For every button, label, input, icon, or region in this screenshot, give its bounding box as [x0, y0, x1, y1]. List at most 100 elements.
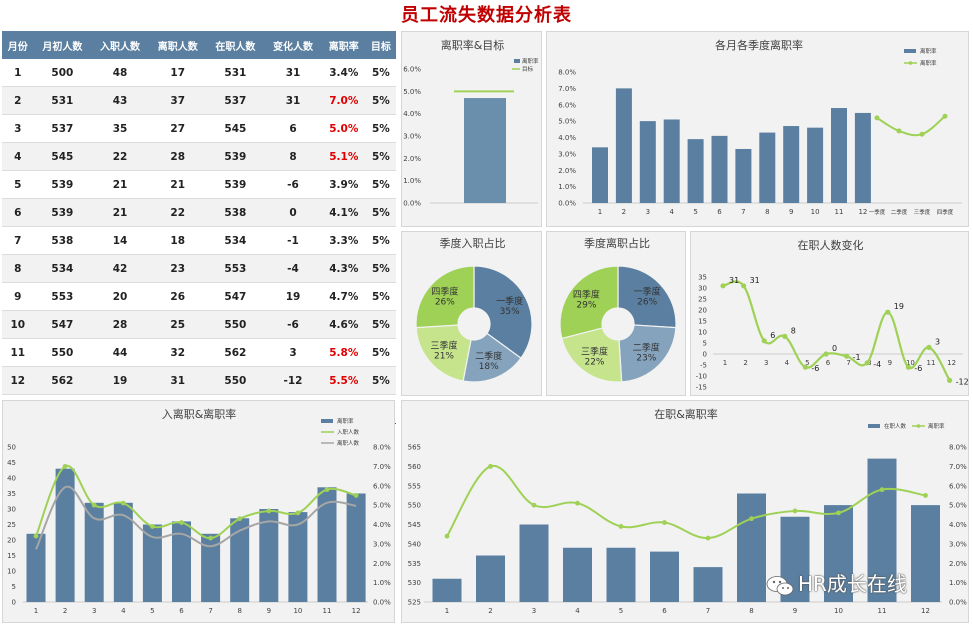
data-point: [295, 510, 301, 516]
y-tick-label: 3.0%: [558, 150, 576, 158]
data-point: [947, 377, 953, 383]
chart-title: 离职率&目标: [441, 38, 505, 52]
y2-tick-label: 7.0%: [373, 463, 391, 471]
slice-label: 三季度: [430, 339, 457, 351]
y-tick-label: 545: [408, 521, 421, 529]
table-cell: 5%: [365, 198, 396, 227]
x-tick-label: 2: [743, 359, 747, 367]
data-label: -6: [811, 364, 819, 373]
bar: [867, 458, 897, 602]
table-cell: 7.0%: [321, 86, 366, 115]
line-leave: [35, 485, 357, 550]
bar: [650, 551, 679, 602]
table-cell: 10: [2, 310, 34, 339]
table-cell: 18: [148, 226, 207, 255]
table-row: 9 553 20 26 547 19 4.7% 5%: [2, 282, 396, 311]
table-cell: 21: [91, 198, 149, 227]
x-tick-label: 6: [826, 359, 831, 367]
data-point: [761, 338, 767, 344]
bar: [783, 126, 800, 203]
quarter-label: 二季度: [891, 208, 908, 216]
table-cell: 12: [2, 366, 34, 395]
bar: [142, 524, 162, 602]
data-point: [353, 493, 359, 498]
bar: [563, 547, 592, 602]
x-tick-label: 5: [693, 208, 697, 216]
bar: [288, 512, 308, 602]
y2-tick-label: 4.0%: [949, 521, 967, 529]
y2-tick-label: 8.0%: [373, 444, 391, 452]
watermark-text: HR成长在线: [798, 572, 907, 596]
table-cell: 3: [264, 338, 322, 367]
legend-swatch: [321, 419, 333, 423]
y2-tick-label: 5.0%: [373, 502, 391, 510]
column-header: 入职人数: [91, 31, 149, 59]
chart-title: 各月各季度离职率: [715, 38, 803, 52]
table-cell: -12: [264, 366, 322, 395]
quarter-point: [942, 113, 948, 119]
chart-monthly-rate: 各月各季度离职率 离职率 离职率 0.0% 1.0% 2.0% 3.0% 4.0% 5.0% 6.…: [546, 31, 969, 227]
data-label: 8: [791, 326, 796, 335]
column-header: 月份: [2, 31, 34, 59]
table-cell: 547: [33, 310, 92, 339]
slice-label: 二季度: [633, 341, 660, 353]
data-point: [844, 353, 850, 359]
legend-label: 在职人数: [884, 422, 907, 430]
x-tick-label: 9: [888, 359, 892, 367]
y-tick-label: 45: [7, 459, 16, 467]
y-tick-label: 530: [408, 579, 421, 587]
bar: [693, 567, 723, 602]
chart-rate-vs-target: 离职率&目标 离职率 目标 0.0% 1.0% 2.0% 3.0% 4.0% 5.0% 6.0%: [401, 31, 542, 227]
y-tick-label: 1.0%: [558, 183, 576, 191]
bar: [737, 493, 766, 602]
y-tick-label: 20: [698, 307, 707, 315]
table-cell: 21: [91, 170, 149, 199]
table-cell: 19: [264, 282, 322, 311]
y-tick-label: 25: [698, 296, 707, 304]
table-cell: 28: [91, 310, 149, 339]
table-cell: 6: [264, 114, 322, 143]
y-tick-label: 50: [7, 444, 16, 452]
bar: [84, 502, 104, 602]
table-cell: 539: [33, 198, 92, 227]
data-point: [531, 502, 537, 508]
x-tick-label: 11: [835, 208, 844, 216]
table-cell: 5%: [365, 170, 396, 199]
x-tick-label: 5: [150, 607, 154, 615]
table-cell: 5%: [365, 366, 396, 395]
table-cell: 534: [206, 226, 265, 255]
table-cell: 8: [2, 254, 34, 283]
x-tick-label: 1: [598, 208, 602, 216]
data-point: [237, 516, 243, 522]
data-point: [923, 493, 928, 498]
data-point: [488, 463, 493, 469]
legend-label: 目标: [522, 65, 534, 73]
y-tick-label: 525: [408, 599, 421, 607]
table-cell: 550: [33, 338, 92, 367]
bar: [911, 505, 940, 602]
y-tick-label: 555: [408, 482, 421, 490]
y-tick-label: 3.0%: [403, 133, 421, 141]
data-label: 3: [935, 337, 940, 346]
y-tick-label: 6.0%: [403, 66, 421, 74]
data-label: 31: [729, 276, 739, 285]
table-cell: 5%: [365, 114, 396, 143]
pie-slice: [415, 265, 475, 329]
table-cell: 1: [2, 59, 34, 87]
bar: [687, 139, 704, 203]
y-tick-label: 40: [7, 475, 16, 483]
data-point: [266, 508, 272, 514]
legend-label: 离职率: [337, 417, 354, 425]
y-tick-label: 30: [698, 285, 707, 293]
y-tick-label: 35: [7, 490, 16, 498]
x-tick-label: 9: [267, 607, 271, 615]
data-point: [120, 500, 126, 506]
data-point: [741, 283, 747, 289]
table-cell: 4: [2, 142, 34, 171]
y-tick-label: 540: [408, 540, 421, 548]
slice-percent: 21%: [434, 351, 454, 361]
data-point: [324, 487, 330, 493]
table-cell: 11: [2, 338, 34, 367]
bar: [346, 493, 366, 602]
y2-tick-label: 1.0%: [949, 579, 967, 587]
